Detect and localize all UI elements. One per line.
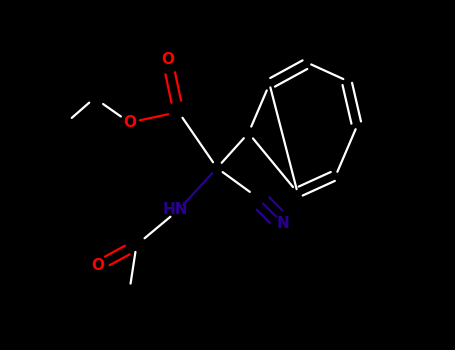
Text: HN: HN: [162, 203, 188, 217]
Text: O: O: [123, 115, 136, 130]
Text: O: O: [162, 52, 175, 67]
Text: O: O: [91, 259, 105, 273]
Text: N: N: [277, 217, 290, 231]
